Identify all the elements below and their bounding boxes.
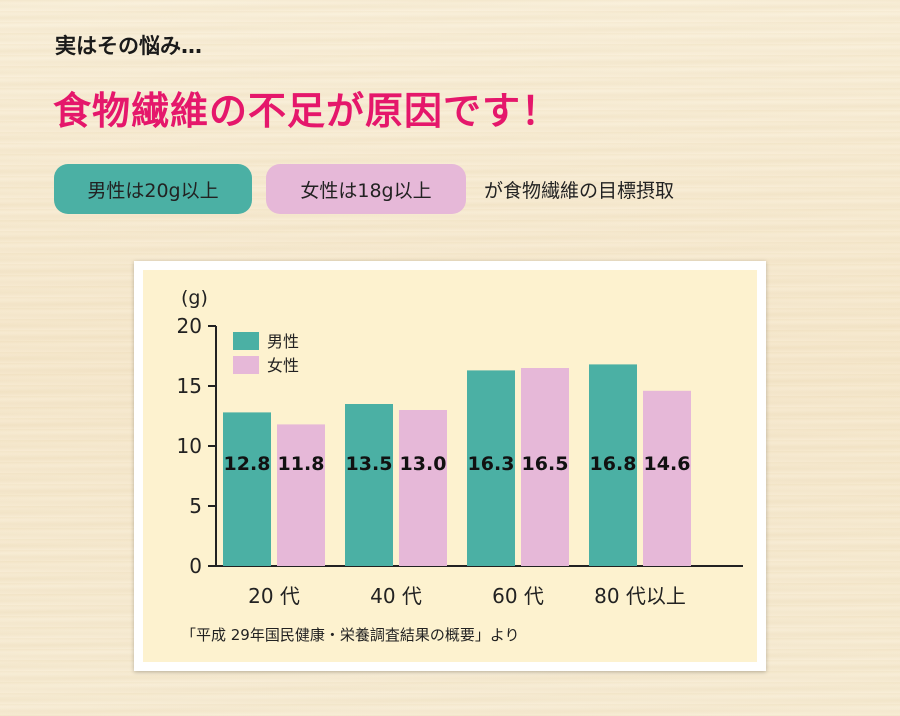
female-target-label: 女性は18g以上	[300, 179, 432, 202]
bar-female	[521, 368, 569, 566]
data-label: 13.0	[400, 453, 447, 475]
data-label: 11.8	[278, 453, 325, 475]
x-tick-label: 60 代	[492, 584, 544, 608]
data-label: 14.6	[644, 453, 691, 475]
bar-female	[399, 410, 447, 566]
y-tick-label: 0	[189, 554, 202, 578]
page-headline: 食物繊維の不足が原因です！	[53, 89, 561, 133]
legend-label-female: 女性	[267, 356, 299, 375]
bar-female	[277, 424, 325, 566]
y-tick-label: 5	[189, 494, 202, 518]
target-note: が食物繊維の目標摂取	[484, 180, 675, 202]
male-target-badge: 男性は20g以上	[54, 164, 252, 214]
legend-swatch-female	[233, 356, 259, 374]
bar-male	[345, 404, 393, 566]
bar-male	[467, 370, 515, 566]
legend-label-male: 男性	[267, 332, 299, 351]
chart-card: (g) 0 5 10 15 20 12.8 13.5 16.3 16.8 11.8 13.0 16.5 1…	[134, 261, 766, 671]
data-label: 16.5	[522, 453, 569, 475]
x-tick-label: 20 代	[248, 584, 300, 608]
x-tick-label: 40 代	[370, 584, 422, 608]
legend-swatch-male	[233, 332, 259, 350]
y-axis-unit-label: (g)	[181, 287, 208, 309]
bar-male	[589, 364, 637, 566]
chart-panel: (g) 0 5 10 15 20 12.8 13.5 16.3 16.8 11.8 13.0 16.5 1…	[143, 270, 757, 662]
data-label: 16.8	[590, 453, 637, 475]
female-target-badge: 女性は18g以上	[266, 164, 466, 214]
y-tick-label: 20	[177, 314, 202, 338]
male-target-label: 男性は20g以上	[87, 179, 219, 202]
bar-male	[223, 412, 271, 566]
data-label: 13.5	[346, 453, 393, 475]
fiber-intake-chart: (g) 0 5 10 15 20 12.8 13.5 16.3 16.8 11.8 13.0 16.5 1…	[177, 287, 743, 644]
bar-female	[643, 390, 691, 566]
y-tick-label: 10	[177, 434, 202, 458]
x-tick-label: 80 代以上	[594, 584, 686, 608]
y-tick-label: 15	[177, 374, 202, 398]
data-label: 12.8	[224, 453, 271, 475]
data-label: 16.3	[468, 453, 515, 475]
intro-text: 実はその悩み…	[55, 34, 202, 58]
chart-source-note: 「平成 29年国民健康・栄養調査結果の概要」より	[181, 626, 520, 644]
